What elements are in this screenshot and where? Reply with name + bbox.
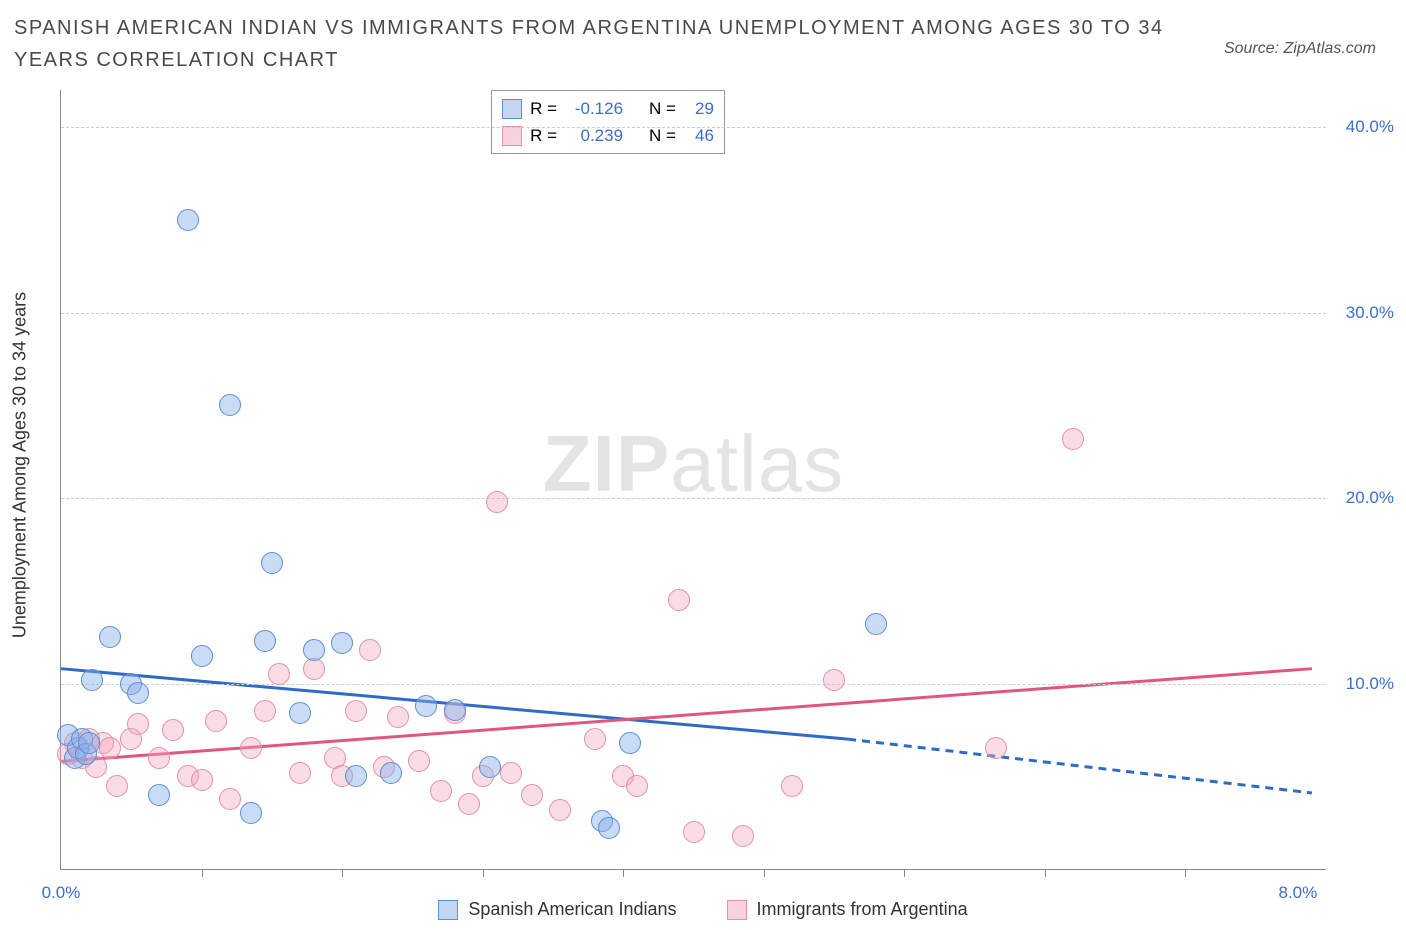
- scatter-point: [387, 706, 409, 728]
- scatter-point: [81, 669, 103, 691]
- gridline: [61, 498, 1326, 499]
- scatter-point: [458, 793, 480, 815]
- scatter-point: [191, 769, 213, 791]
- scatter-point: [408, 750, 430, 772]
- scatter-point: [479, 756, 501, 778]
- chart-title: SPANISH AMERICAN INDIAN VS IMMIGRANTS FR…: [14, 12, 1186, 76]
- scatter-point: [261, 552, 283, 574]
- scatter-point: [486, 491, 508, 513]
- scatter-point: [345, 700, 367, 722]
- legend-label: Immigrants from Argentina: [757, 899, 968, 920]
- scatter-point: [303, 639, 325, 661]
- gridline: [61, 684, 1326, 685]
- scatter-point: [99, 626, 121, 648]
- scatter-point: [823, 669, 845, 691]
- scatter-point: [985, 737, 1007, 759]
- scatter-point: [219, 394, 241, 416]
- scatter-point: [162, 719, 184, 741]
- scatter-point: [289, 702, 311, 724]
- x-tick: [342, 869, 343, 877]
- scatter-point: [148, 747, 170, 769]
- scatter-point: [254, 630, 276, 652]
- scatter-point: [240, 737, 262, 759]
- legend-item: Spanish American Indians: [438, 899, 676, 920]
- n-label: N =: [649, 95, 676, 122]
- scatter-point: [781, 775, 803, 797]
- scatter-point: [289, 762, 311, 784]
- scatter-point: [240, 802, 262, 824]
- scatter-point: [359, 639, 381, 661]
- scatter-point: [78, 732, 100, 754]
- scatter-point: [99, 737, 121, 759]
- scatter-point: [1062, 428, 1084, 450]
- gridline: [61, 127, 1326, 128]
- scatter-point: [668, 589, 690, 611]
- scatter-point: [683, 821, 705, 843]
- gridline: [61, 313, 1326, 314]
- correlation-chart: SPANISH AMERICAN INDIAN VS IMMIGRANTS FR…: [0, 0, 1406, 930]
- source-attribution: Source: ZipAtlas.com: [1224, 40, 1376, 58]
- scatter-point: [626, 775, 648, 797]
- scatter-point: [619, 732, 641, 754]
- scatter-point: [177, 209, 199, 231]
- scatter-point: [380, 762, 402, 784]
- legend-swatch: [502, 126, 522, 146]
- legend-swatch: [727, 900, 747, 920]
- legend-item: Immigrants from Argentina: [727, 899, 968, 920]
- r-label: R =: [530, 95, 557, 122]
- x-tick: [1045, 869, 1046, 877]
- x-tick: [623, 869, 624, 877]
- scatter-point: [584, 728, 606, 750]
- scatter-point: [191, 645, 213, 667]
- scatter-point: [430, 780, 452, 802]
- n-value: 29: [684, 95, 714, 122]
- y-tick-label: 20.0%: [1334, 488, 1394, 508]
- scatter-point: [268, 663, 290, 685]
- scatter-point: [205, 710, 227, 732]
- x-tick: [483, 869, 484, 877]
- scatter-point: [127, 682, 149, 704]
- legend-stat-row: R = -0.126 N = 29: [502, 95, 714, 122]
- scatter-point: [444, 699, 466, 721]
- scatter-point: [415, 695, 437, 717]
- scatter-point: [549, 799, 571, 821]
- x-tick: [202, 869, 203, 877]
- r-value: -0.126: [565, 95, 623, 122]
- scatter-point: [500, 762, 522, 784]
- stats-legend: R = -0.126 N = 29 R = 0.239 N = 46: [491, 90, 725, 154]
- legend-swatch: [502, 99, 522, 119]
- legend-label: Spanish American Indians: [468, 899, 676, 920]
- scatter-point: [148, 784, 170, 806]
- scatter-point: [219, 788, 241, 810]
- watermark: ZIPatlas: [543, 418, 844, 510]
- scatter-point: [521, 784, 543, 806]
- scatter-point: [127, 713, 149, 735]
- y-tick-label: 30.0%: [1334, 303, 1394, 323]
- plot-area: ZIPatlas R = -0.126 N = 29 R = 0.239 N =…: [60, 90, 1326, 870]
- scatter-point: [732, 825, 754, 847]
- legend-swatch: [438, 900, 458, 920]
- scatter-point: [331, 632, 353, 654]
- y-axis-label: Unemployment Among Ages 30 to 34 years: [10, 292, 31, 638]
- scatter-point: [106, 775, 128, 797]
- scatter-point: [598, 817, 620, 839]
- y-tick-label: 10.0%: [1334, 674, 1394, 694]
- series-legend: Spanish American Indians Immigrants from …: [0, 899, 1406, 920]
- x-tick: [1185, 869, 1186, 877]
- scatter-point: [865, 613, 887, 635]
- scatter-point: [254, 700, 276, 722]
- scatter-point: [345, 765, 367, 787]
- x-tick: [904, 869, 905, 877]
- x-tick: [764, 869, 765, 877]
- y-tick-label: 40.0%: [1334, 117, 1394, 137]
